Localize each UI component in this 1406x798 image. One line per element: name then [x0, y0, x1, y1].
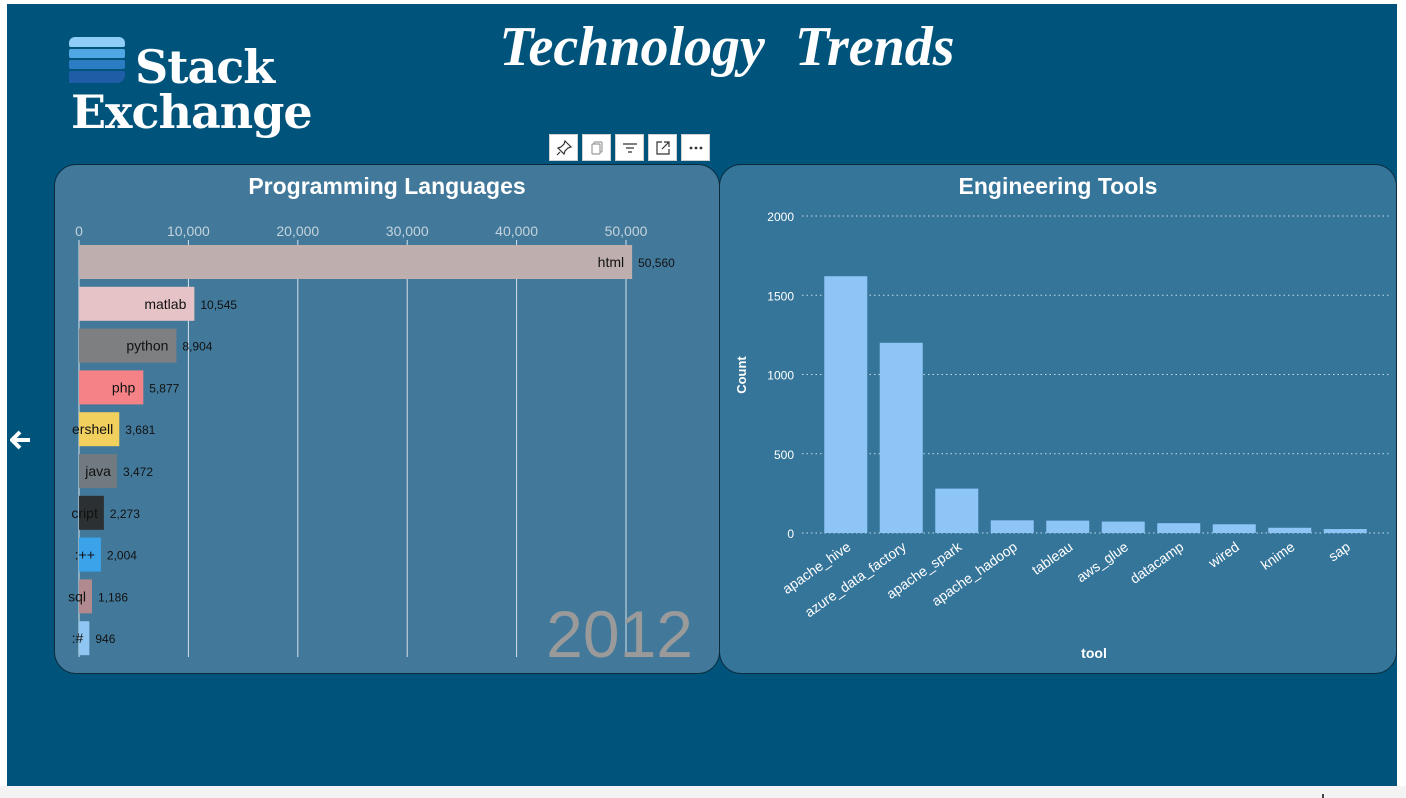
engineering-tools-title: Engineering Tools	[958, 173, 1158, 199]
value-label: 5,877	[149, 381, 179, 395]
tool-bar	[879, 342, 923, 533]
logo-bar-2	[69, 49, 125, 58]
y-tick-label: 1500	[767, 289, 794, 303]
x-tick-label: wired	[1205, 538, 1242, 571]
tool-bar	[990, 520, 1034, 533]
more-options-button[interactable]	[681, 134, 710, 161]
value-label: 2,273	[110, 507, 140, 521]
x-tick-label: 30,000	[386, 223, 429, 239]
engineering-tools-chart: 0500100015002000apache_hiveazure_data_fa…	[734, 210, 1390, 661]
focus-mode-icon	[655, 140, 670, 155]
language-bar	[79, 621, 90, 656]
language-label: :#	[72, 630, 84, 646]
corner-mark	[1322, 794, 1324, 798]
language-bar	[79, 579, 92, 614]
x-tick-label: 20,000	[276, 223, 319, 239]
language-bar	[79, 245, 633, 279]
filter-icon	[622, 142, 637, 153]
y-tick-label: 2000	[767, 210, 794, 224]
logo-bar-3	[69, 60, 125, 69]
language-label: :++	[75, 547, 95, 563]
value-label: 8,904	[182, 340, 212, 354]
x-tick-label: 40,000	[495, 223, 538, 239]
tool-bar	[824, 276, 868, 533]
back-button[interactable]	[9, 430, 32, 454]
value-label: 1,186	[98, 590, 128, 604]
value-label: 50,560	[638, 256, 675, 270]
language-bar	[79, 495, 104, 530]
focus-mode-button[interactable]	[648, 134, 677, 161]
page-title: Technology Trends	[499, 16, 955, 78]
programming-languages-title: Programming Languages	[248, 173, 526, 199]
y-tick-label: 1000	[767, 369, 794, 383]
logo-bar-1	[69, 37, 125, 47]
tool-bar	[1046, 520, 1090, 533]
language-bar	[79, 370, 144, 405]
logo-word-exchange: Exchange	[71, 85, 313, 139]
tool-bar	[1101, 521, 1145, 533]
tool-bar	[935, 488, 979, 533]
language-bar	[79, 537, 101, 572]
more-options-icon	[689, 146, 702, 149]
x-tick-label: aws_glue	[1073, 538, 1131, 585]
language-label: php	[112, 379, 136, 395]
y-tick-label: 500	[774, 448, 794, 462]
logo-word-stack: Stack	[135, 40, 275, 94]
x-tick-label: datacamp	[1127, 538, 1187, 586]
language-label: html	[598, 254, 624, 270]
programming-languages-chart: 0 10,000 20,000 30,000 40,000 50,000 html 50,56…	[68, 223, 693, 671]
value-label: 3,681	[125, 423, 155, 437]
engineering-tools-panel[interactable]: Engineering Tools 0 500 1000 1500 2000 apache…	[719, 164, 1397, 674]
language-label: java	[84, 463, 111, 479]
x-tick-label: 50,000	[605, 223, 648, 239]
x-tick-label: azure_data_factory	[802, 538, 909, 620]
tool-bar	[1323, 529, 1367, 533]
tool-bar	[1157, 523, 1201, 533]
x-tick-label: sap	[1325, 538, 1353, 564]
tool-bar	[1212, 524, 1256, 533]
x-tick-label: 0	[75, 223, 83, 239]
language-label: sql	[68, 588, 86, 604]
copy-icon	[590, 140, 603, 155]
y-tick-label: 0	[787, 527, 794, 541]
value-label: 10,545	[200, 298, 237, 312]
language-bar	[79, 286, 195, 321]
value-label: 2,004	[107, 549, 137, 563]
bottom-status-strip	[0, 786, 1406, 798]
logo-bar-4	[69, 71, 125, 83]
back-arrow-icon	[9, 430, 30, 450]
value-label: 3,472	[123, 465, 153, 479]
language-label: python	[126, 338, 168, 354]
x-tick-label: tableau	[1029, 538, 1076, 577]
copy-button[interactable]	[582, 134, 611, 161]
programming-languages-panel[interactable]: Programming Languages 0 10,000 20,000 30,00…	[54, 164, 720, 674]
language-bar	[79, 454, 117, 488]
visual-toolbar	[549, 134, 710, 162]
stack-logo-icon	[69, 37, 125, 97]
language-label: matlab	[144, 296, 186, 312]
filter-button[interactable]	[615, 134, 644, 161]
language-bar	[79, 328, 177, 363]
x-tick-label: knime	[1258, 538, 1298, 573]
tool-bar	[1268, 527, 1312, 533]
y-axis-title: Count	[734, 356, 749, 394]
x-axis-title: tool	[1081, 645, 1107, 661]
pin-button[interactable]	[549, 134, 578, 161]
language-bar	[79, 412, 120, 447]
pin-icon	[556, 139, 572, 155]
language-label: cript	[71, 505, 98, 521]
value-label: 946	[95, 632, 115, 646]
x-tick-label: 10,000	[167, 223, 210, 239]
year-watermark: 2012	[546, 597, 693, 671]
language-label: ershell	[72, 421, 113, 437]
